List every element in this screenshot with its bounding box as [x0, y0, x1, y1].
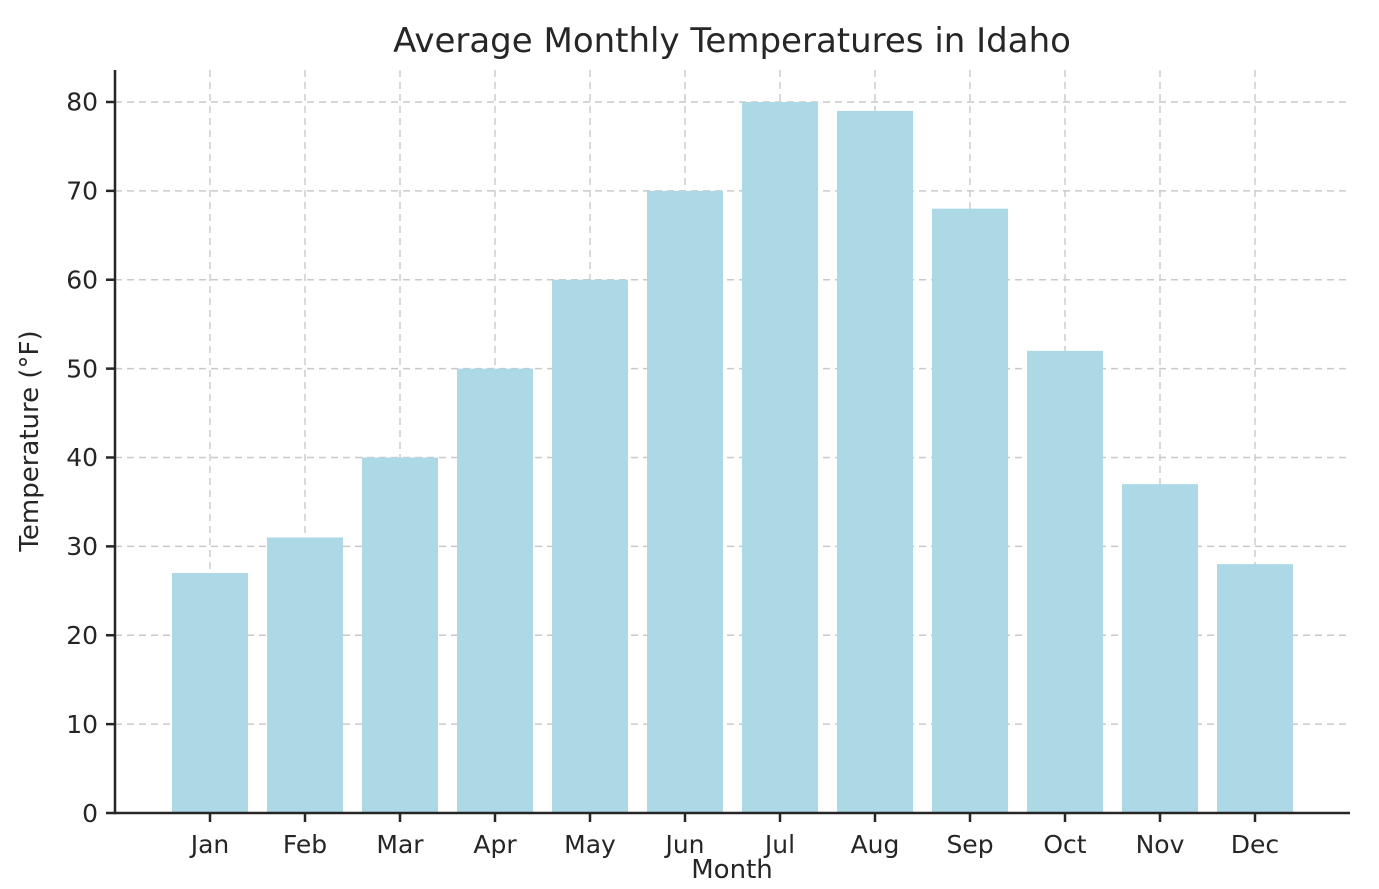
bar-Jul	[742, 101, 818, 813]
x-tick-label-Jul: Jul	[763, 830, 795, 859]
x-tick-label-Jun: Jun	[663, 830, 704, 859]
x-tick-label-Nov: Nov	[1136, 830, 1185, 859]
bar-Apr	[457, 368, 533, 813]
y-tick-label-0: 0	[82, 799, 98, 828]
y-tick-label-40: 40	[66, 443, 98, 472]
x-tick-label-Mar: Mar	[376, 830, 424, 859]
bar-Nov	[1122, 484, 1198, 813]
y-axis-label: Temperature (°F)	[15, 330, 45, 552]
bar-Mar	[362, 457, 438, 813]
y-tick-label-50: 50	[66, 354, 98, 383]
bar-Sep	[932, 208, 1008, 813]
bar-Feb	[267, 537, 343, 813]
x-tick-label-Dec: Dec	[1231, 830, 1279, 859]
bar-May	[552, 279, 628, 813]
chart-title: Average Monthly Temperatures in Idaho	[393, 21, 1071, 61]
bar-Dec	[1217, 564, 1293, 813]
axes	[106, 70, 1350, 822]
bar-Aug	[837, 110, 913, 814]
tick-labels: 0 10 20 30 40 50 60 70 80 Jan Feb Mar Apr May Jun Jul Au…	[66, 88, 1279, 859]
bar-Jan	[172, 573, 248, 813]
x-tick-label-Oct: Oct	[1043, 830, 1086, 859]
bar-Oct	[1027, 350, 1103, 813]
bars	[172, 101, 1293, 814]
y-tick-label-70: 70	[66, 177, 98, 206]
x-tick-label-Jan: Jan	[189, 830, 230, 859]
y-tick-label-10: 10	[66, 710, 98, 739]
y-tick-label-80: 80	[66, 88, 98, 117]
x-tick-label-Aug: Aug	[851, 830, 900, 859]
y-tick-label-30: 30	[66, 532, 98, 561]
y-tick-label-60: 60	[66, 265, 98, 294]
x-tick-label-Feb: Feb	[283, 830, 327, 859]
x-axis-label: Month	[691, 855, 773, 885]
x-tick-label-Sep: Sep	[946, 830, 993, 859]
bar-Jun	[647, 190, 723, 813]
y-tick-label-20: 20	[66, 621, 98, 650]
x-tick-label-Apr: Apr	[473, 830, 517, 859]
x-tick-label-May: May	[564, 830, 616, 859]
